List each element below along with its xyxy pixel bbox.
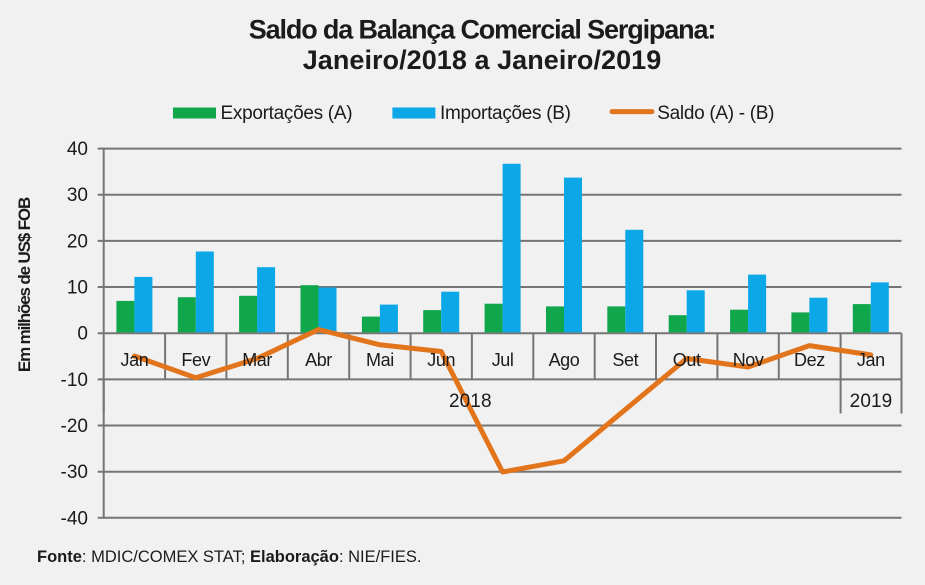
svg-text:Jan: Jan [857,350,885,370]
svg-text:Dez: Dez [794,350,825,370]
svg-text:30: 30 [67,185,88,206]
svg-text:-10: -10 [61,370,88,391]
svg-text:Importações (B): Importações (B) [440,103,571,124]
svg-text:20: 20 [67,231,88,252]
svg-text:10: 10 [67,278,88,299]
svg-text:Out: Out [673,350,701,370]
svg-text:Saldo (A) - (B): Saldo (A) - (B) [657,103,774,124]
svg-text:Set: Set [612,350,638,370]
svg-text:Fev: Fev [181,350,210,370]
svg-text:40: 40 [67,139,88,160]
svg-text:2018: 2018 [449,391,492,412]
svg-text:0: 0 [77,324,88,345]
svg-text:Fonte: MDIC/COMEX STAT; Elabor: Fonte: MDIC/COMEX STAT; Elaboração: NIE/… [37,548,421,566]
svg-text:Abr: Abr [305,350,332,370]
svg-text:Jul: Jul [492,350,514,370]
svg-text:2019: 2019 [850,391,893,412]
svg-text:Nov: Nov [733,350,764,370]
svg-text:Jan: Jan [120,350,148,370]
svg-text:-40: -40 [61,508,88,529]
svg-text:Em milhões de US$ FOB: Em milhões de US$ FOB [15,197,34,372]
svg-text:-30: -30 [61,462,88,483]
svg-text:Ago: Ago [549,350,580,370]
svg-text:Jun: Jun [427,350,455,370]
svg-text:Mai: Mai [366,350,394,370]
svg-text:Janeiro/2018 a Janeiro/2019: Janeiro/2018 a Janeiro/2019 [303,45,662,75]
svg-text:Exportações (A): Exportações (A) [221,103,353,124]
svg-text:-20: -20 [61,416,88,437]
svg-text:Mar: Mar [242,350,272,370]
svg-text:Saldo da Balança Comercial Ser: Saldo da Balança Comercial Sergipana: [249,15,716,45]
